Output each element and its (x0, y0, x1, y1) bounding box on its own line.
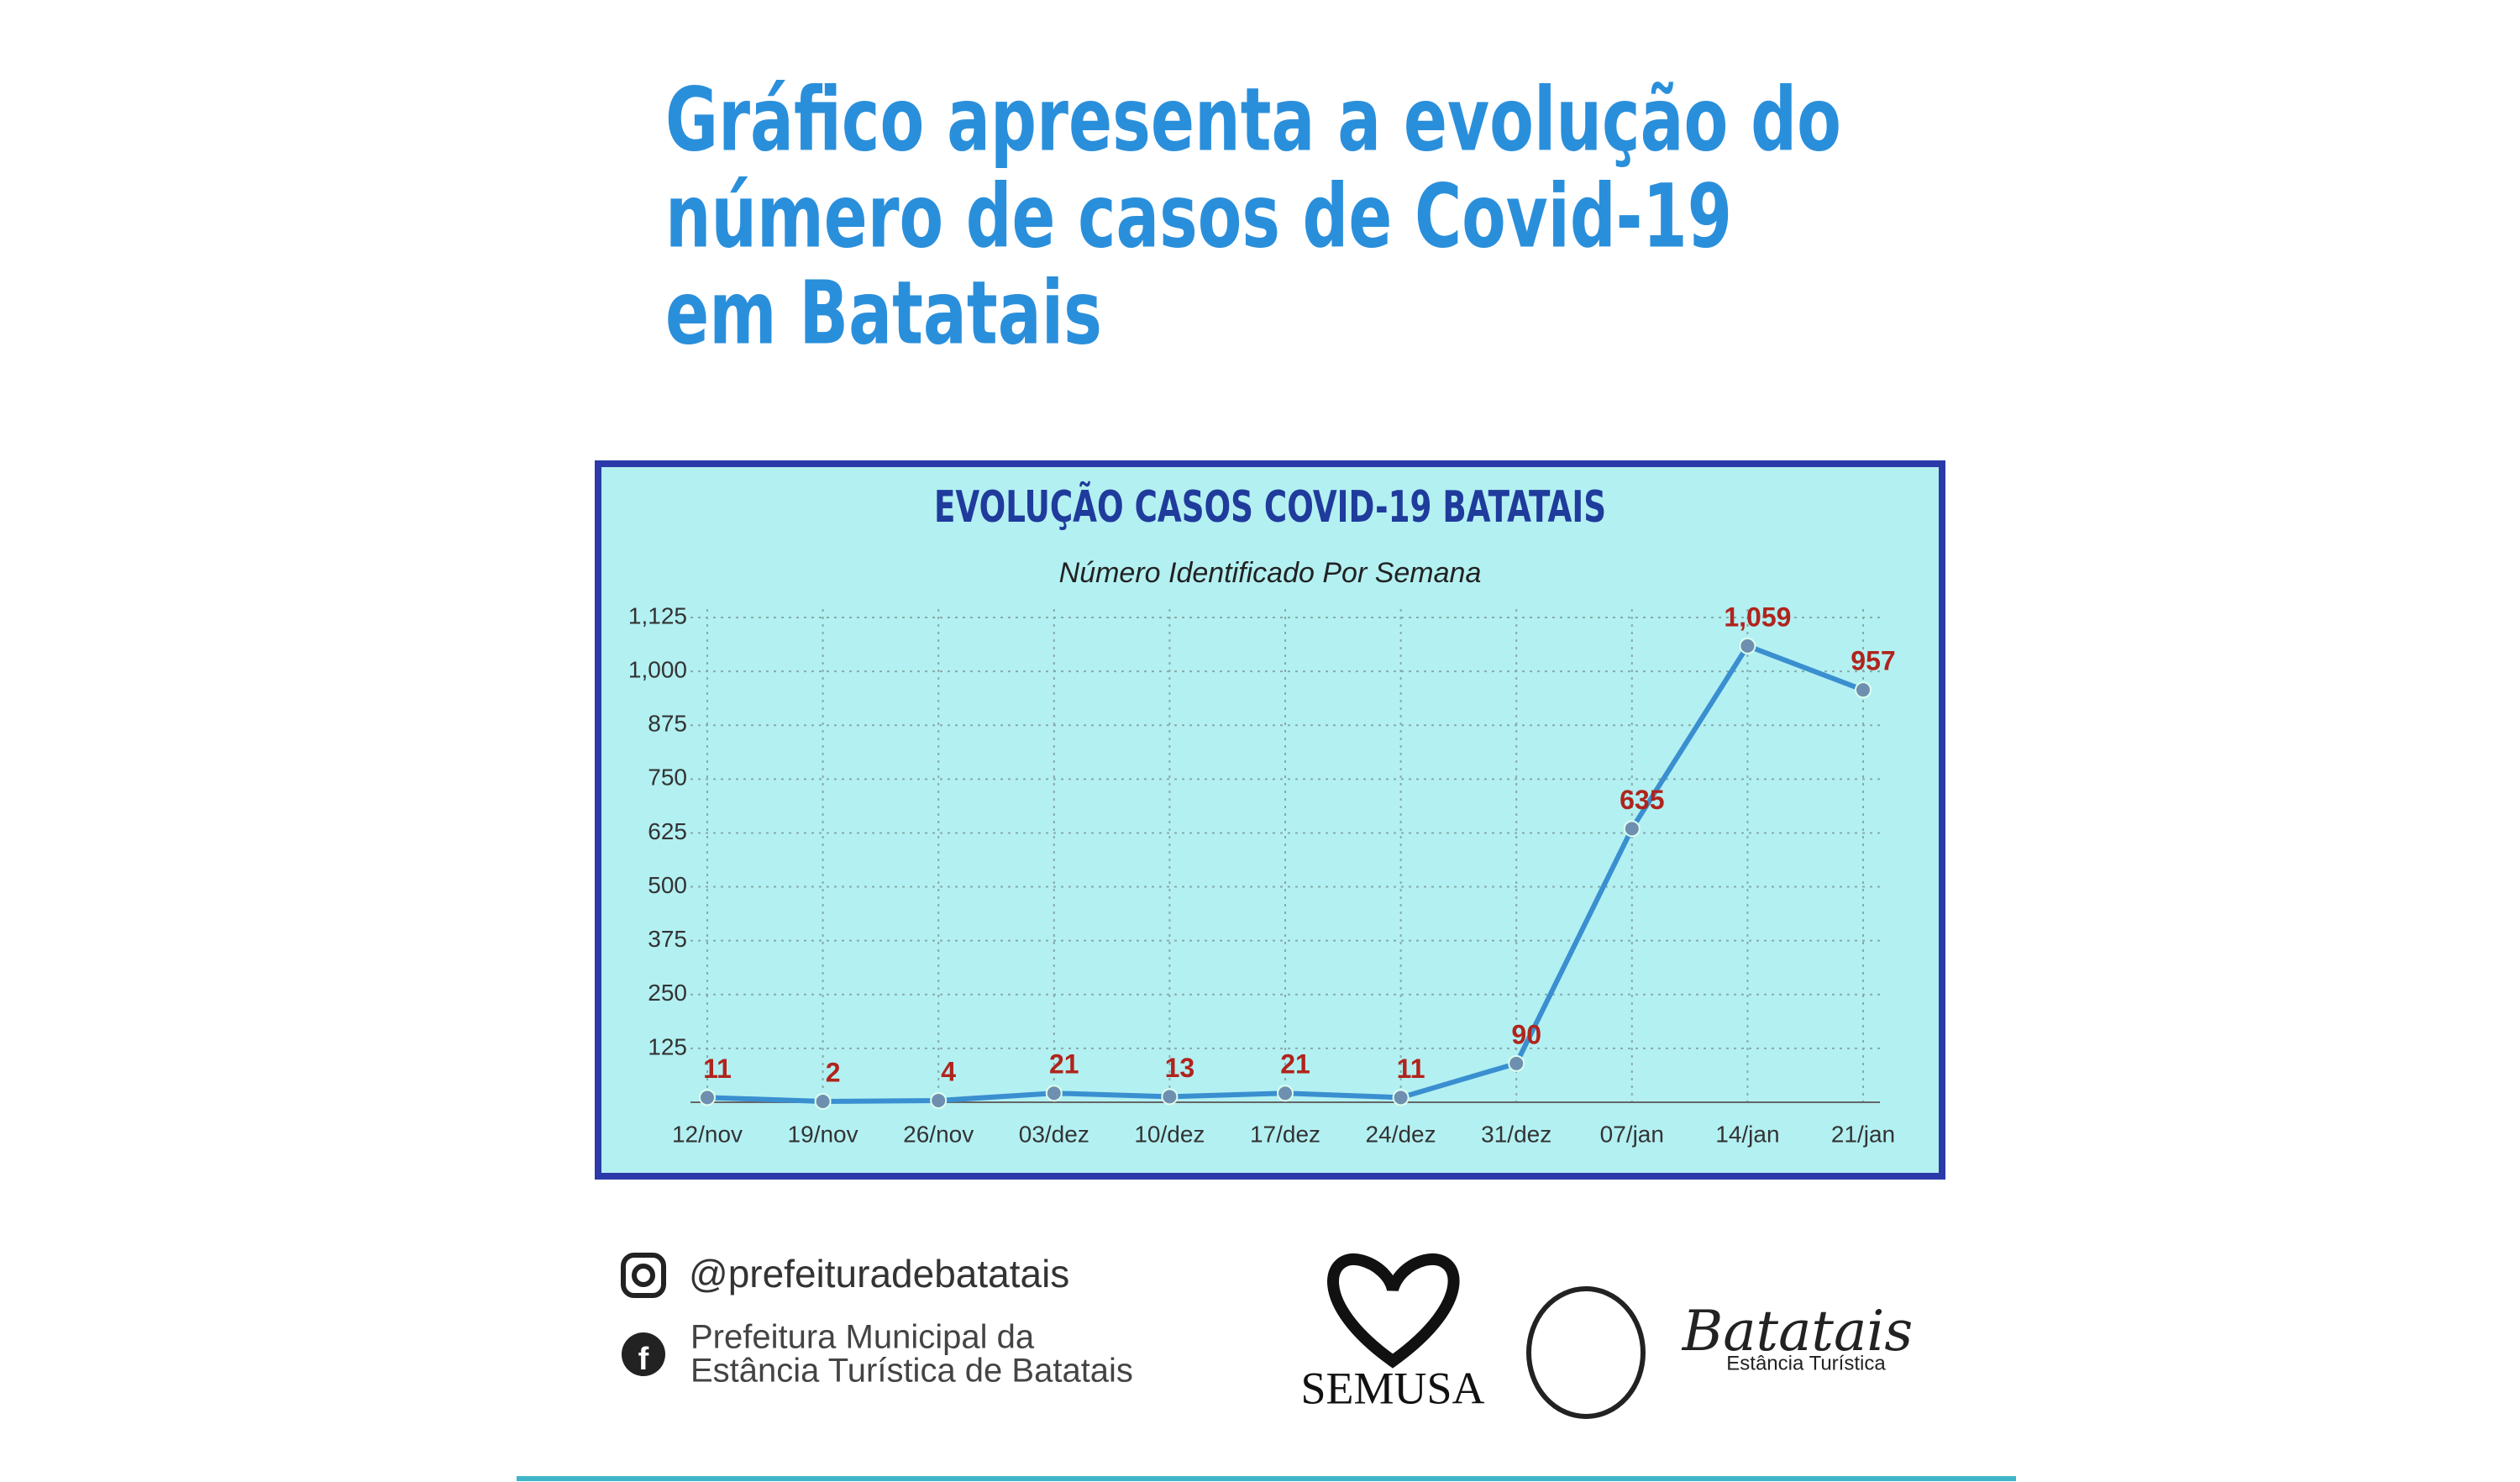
y-tick-label: 500 (648, 872, 687, 898)
data-label: 21 (1280, 1049, 1310, 1080)
data-point (1045, 1085, 1063, 1102)
data-point (1392, 1089, 1410, 1106)
x-tick-label: 07/jan (1600, 1121, 1664, 1147)
facebook-text: Prefeitura Municipal da (690, 1319, 1035, 1356)
data-point (930, 1091, 948, 1109)
x-tick-label: 19/nov (788, 1121, 858, 1147)
title-line: Gráfico apresenta a evolução do (665, 68, 1841, 171)
data-label: 635 (1620, 785, 1664, 815)
y-tick-label: 625 (648, 818, 687, 844)
logo-text: Batatais (1682, 1299, 1914, 1364)
facebook-f: f (638, 1342, 649, 1377)
data-point (1739, 637, 1756, 654)
chart-title: EVOLUÇÃO CASOS COVID-19 BATATAIS (934, 481, 1606, 533)
logo-text: Estância Turística (1726, 1352, 1886, 1374)
title-line: em Batatais (665, 261, 1102, 364)
batatais-emblem (1526, 1286, 1646, 1419)
y-tick-label: 1,125 (628, 602, 687, 628)
logo-text: SEMUSA (1300, 1363, 1484, 1413)
data-label: 1,059 (1724, 602, 1791, 632)
header: Gráfico apresenta a evolução do número d… (665, 68, 1841, 364)
facebook-text: Estância Turística de Batatais (690, 1353, 1133, 1390)
plot: 125 250 375 500 625 750 875 1,000 1,125 12/nov 19/… (628, 602, 1896, 1147)
y-tick-label: 875 (648, 711, 687, 737)
footer: @prefeituradebatatais f Prefeitura Munic… (517, 1252, 2016, 1481)
x-tick-label: 12/nov (672, 1121, 743, 1147)
data-point (1161, 1088, 1179, 1106)
x-tick-label: 03/dez (1019, 1121, 1089, 1147)
data-label: 11 (1397, 1054, 1425, 1084)
chart-subtitle: Número Identificado Por Semana (1059, 557, 1482, 589)
data-label: 13 (1165, 1053, 1195, 1083)
y-tick-label: 250 (648, 980, 687, 1006)
data-point (1277, 1085, 1294, 1102)
y-tick-label: 1,000 (628, 657, 687, 683)
data-point (1508, 1054, 1525, 1072)
data-label: 2 (826, 1057, 841, 1087)
x-tick-label: 26/nov (903, 1121, 974, 1147)
data-point (699, 1089, 716, 1106)
data-label: 957 (1851, 646, 1895, 676)
data-label: 90 (1511, 1019, 1541, 1049)
y-tick-label: 750 (648, 765, 687, 791)
instagram-icon (621, 1253, 666, 1298)
semusa-heart (1327, 1253, 1460, 1369)
facebook-icon (622, 1332, 665, 1376)
data-point (814, 1092, 832, 1110)
x-tick-label: 31/dez (1481, 1121, 1551, 1147)
data-label: 4 (941, 1056, 956, 1086)
y-tick-label: 375 (648, 926, 687, 952)
data-label: 21 (1049, 1049, 1079, 1080)
instagram-handle: @prefeituradebatatais (689, 1252, 1069, 1295)
x-tick-label: 21/jan (1831, 1121, 1895, 1147)
title-line: número de casos de Covid-19 (665, 165, 1732, 267)
x-tick-label: 10/dez (1134, 1121, 1205, 1147)
data-point (1855, 681, 1872, 699)
x-tick-label: 17/dez (1250, 1121, 1320, 1147)
data-point (1623, 820, 1641, 838)
data-label: 11 (703, 1054, 732, 1084)
y-tick-label: 125 (648, 1033, 687, 1059)
x-tick-label: 14/jan (1715, 1121, 1779, 1147)
x-tick-label: 24/dez (1366, 1121, 1436, 1147)
instagram-icon-lens (632, 1264, 655, 1287)
